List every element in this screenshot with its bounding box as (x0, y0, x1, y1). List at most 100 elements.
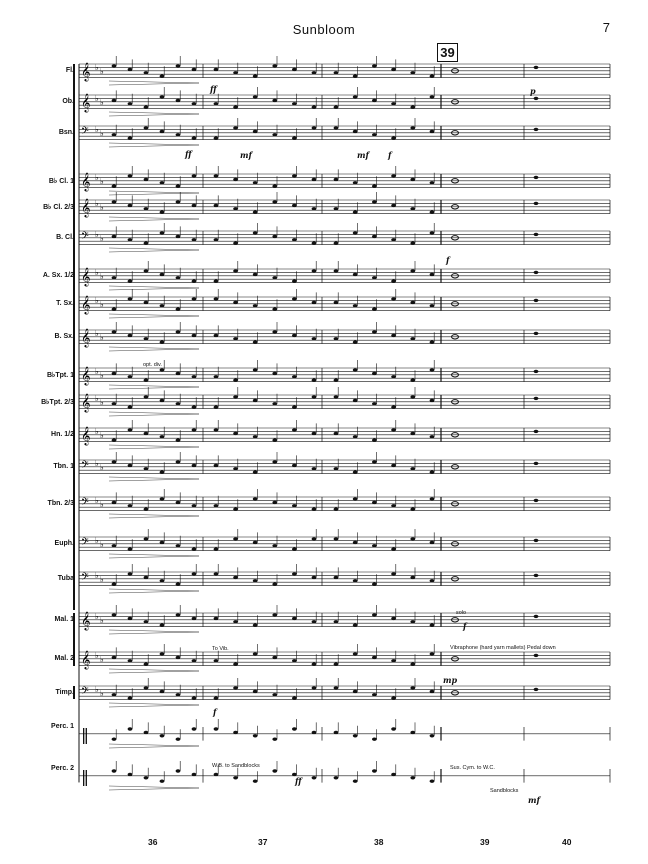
crescendo-hairpin (108, 668, 200, 674)
page-title: Sunbloom (292, 22, 356, 37)
notehead (159, 95, 165, 99)
crescendo-hairpin (108, 702, 200, 708)
notehead (311, 686, 317, 690)
notehead (191, 727, 197, 731)
notehead (311, 378, 317, 382)
whole-note (451, 464, 459, 470)
notehead (429, 497, 435, 501)
notehead (233, 431, 239, 436)
flat-icon: ♭ (95, 427, 99, 436)
notehead (533, 127, 539, 132)
bass-clef-icon: 𝄢 (81, 230, 89, 244)
notehead (311, 575, 317, 580)
notehead (311, 467, 317, 471)
instrument-label: Tbn. 2/3 (47, 500, 74, 507)
notehead (333, 177, 339, 182)
notehead (111, 693, 117, 697)
notehead (429, 579, 435, 583)
notehead (410, 207, 416, 211)
notehead (213, 547, 219, 551)
notehead (111, 371, 117, 376)
notehead (333, 431, 339, 436)
flat-icon: ♭ (100, 655, 104, 664)
notehead (391, 405, 396, 409)
notehead (252, 368, 258, 372)
sandblocks-annotation: Sandblocks (490, 788, 519, 794)
notehead (111, 613, 117, 617)
whole-note (451, 656, 459, 662)
notehead (533, 429, 539, 434)
notehead (272, 438, 278, 442)
dynamic-mf: mf (528, 795, 540, 805)
flat-icon: ♭ (100, 333, 104, 342)
notehead (127, 659, 133, 663)
notehead (175, 769, 181, 773)
notehead (191, 238, 197, 242)
notehead (143, 378, 149, 382)
notehead (533, 270, 539, 275)
notehead (372, 64, 377, 68)
notehead (410, 730, 416, 735)
percussion-clef-icon: ‖ (81, 767, 89, 786)
notehead (292, 102, 297, 106)
notehead (333, 537, 339, 541)
flat-icon: ♭ (100, 129, 104, 138)
instrument-label: B. Cl. (56, 234, 74, 241)
treble-clef-icon: 𝄞 (81, 172, 90, 192)
notehead (127, 279, 133, 283)
notehead (333, 126, 339, 130)
notehead (533, 538, 539, 543)
instrument-label: Mal. 2 (54, 655, 74, 662)
notehead (352, 368, 358, 372)
notehead (111, 200, 117, 204)
notehead (352, 398, 358, 403)
whole-note (451, 273, 459, 279)
notehead (127, 238, 133, 242)
notehead (311, 177, 317, 182)
notehead (429, 74, 435, 78)
notehead (533, 232, 539, 237)
notehead (272, 307, 278, 311)
notehead (391, 659, 396, 663)
notehead (252, 210, 258, 214)
flat-icon: ♭ (100, 272, 104, 281)
notehead (391, 279, 396, 283)
notehead (311, 241, 317, 245)
notehead (272, 200, 278, 204)
notehead (175, 460, 181, 464)
notehead (333, 300, 339, 305)
flat-icon: ♭ (95, 173, 99, 182)
notehead (252, 689, 258, 694)
notehead (233, 241, 239, 245)
dynamic-ff: ff (185, 149, 192, 159)
notehead (143, 507, 149, 511)
rehearsal-mark: 39 (437, 43, 458, 62)
notehead (127, 174, 133, 178)
notehead (333, 620, 339, 624)
to-vib-annotation: To Vib. (212, 646, 229, 652)
flat-icon: ♭ (100, 431, 104, 440)
notehead (252, 181, 258, 185)
whole-note (451, 178, 459, 184)
notehead (175, 276, 181, 280)
notehead (191, 547, 197, 551)
notehead (352, 779, 358, 783)
notehead (292, 333, 297, 338)
instrument-label: Mal. 1 (54, 616, 74, 623)
notehead (352, 689, 358, 694)
notehead (191, 102, 197, 106)
crescendo-hairpin (108, 80, 200, 86)
notehead (159, 579, 165, 583)
notehead (191, 772, 197, 777)
notehead (533, 396, 539, 401)
notehead (143, 126, 149, 130)
sus-cym-annotation: Sus. Cym. to W.C. (450, 765, 495, 771)
notehead (272, 98, 278, 103)
notehead (391, 136, 396, 140)
notehead (292, 297, 297, 301)
notehead (143, 575, 149, 580)
notehead (143, 300, 149, 305)
notehead (213, 174, 219, 178)
notehead (143, 269, 149, 273)
notehead (233, 686, 239, 690)
